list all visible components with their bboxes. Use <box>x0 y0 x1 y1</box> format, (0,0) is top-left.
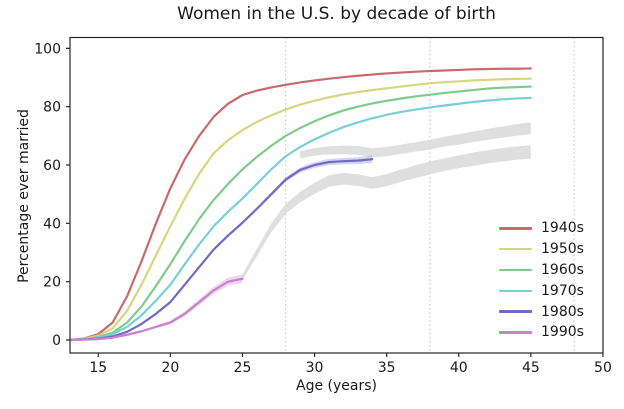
legend-label-1970s: 1970s <box>541 282 584 299</box>
chart-title: Women in the U.S. by decade of birth <box>177 4 496 24</box>
x-tick-label: 20 <box>161 360 179 376</box>
y-tick-label: 0 <box>52 333 61 349</box>
y-tick-label: 60 <box>43 158 61 174</box>
x-tick-label: 15 <box>89 360 107 376</box>
plot-area <box>70 37 575 353</box>
legend-label-1980s: 1980s <box>541 303 584 320</box>
legend-entry-1980s: 1980s <box>499 301 584 322</box>
legend-swatch-1990s <box>499 331 532 334</box>
legend-entry-1970s: 1970s <box>499 280 584 301</box>
x-axis-label: Age (years) <box>296 378 377 394</box>
y-axis-label: Percentage ever married <box>16 109 32 283</box>
series-line-1950s <box>70 77 532 342</box>
y-tick-label: 100 <box>34 41 61 57</box>
legend-entry-1950s: 1950s <box>499 239 584 260</box>
legend-swatch-1950s <box>499 247 532 251</box>
series-line-1980s <box>70 158 374 342</box>
legend-entry-1960s: 1960s <box>499 260 584 281</box>
y-tick-label: 40 <box>43 216 61 232</box>
x-tick-label: 50 <box>594 360 612 376</box>
x-tick-label: 25 <box>234 360 252 376</box>
series-line-1960s <box>70 85 532 342</box>
series-line-1970s <box>70 96 532 342</box>
legend-label-1990s: 1990s <box>541 324 584 341</box>
y-tick-label: 20 <box>43 275 61 291</box>
x-tick-label: 30 <box>306 360 324 376</box>
x-axis: 15 20 25 30 35 40 45 50 <box>89 353 612 376</box>
legend-swatch-1960s <box>499 268 532 272</box>
y-tick-label: 80 <box>43 100 61 116</box>
band-1980s-projection <box>300 122 531 159</box>
legend-entry-1940s: 1940s <box>499 218 584 239</box>
series-line-1940s <box>70 67 532 342</box>
legend-swatch-1940s <box>499 227 532 230</box>
band-1990s-projection <box>242 145 531 281</box>
legend-swatch-1980s <box>499 310 532 313</box>
x-tick-label: 35 <box>378 360 396 376</box>
legend-swatch-1970s <box>499 289 532 293</box>
y-axis: 0 20 40 60 80 100 <box>34 41 70 349</box>
series-line-1990s <box>70 277 244 342</box>
legend: 1940s 1950s 1960s 1970s 1980s 1990s <box>499 218 584 343</box>
x-tick-label: 45 <box>522 360 540 376</box>
legend-entry-1990s: 1990s <box>499 322 584 343</box>
legend-label-1940s: 1940s <box>541 220 584 237</box>
legend-label-1950s: 1950s <box>541 241 584 258</box>
plot-border <box>69 36 604 354</box>
x-tick-label: 40 <box>450 360 468 376</box>
legend-label-1960s: 1960s <box>541 261 584 278</box>
